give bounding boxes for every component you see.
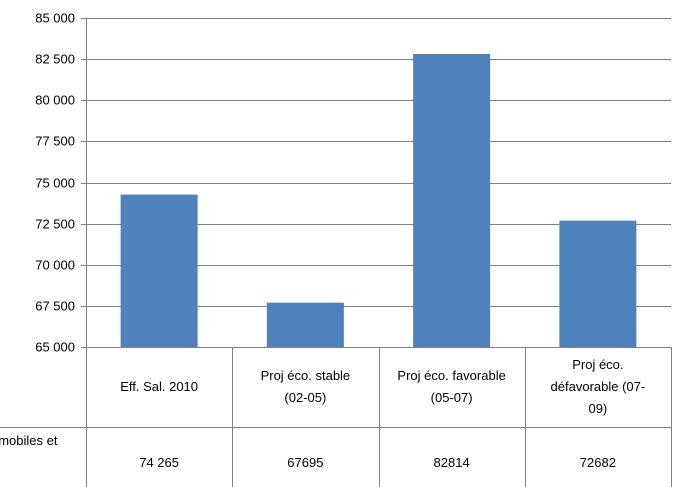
y-tick-label: 80 000 bbox=[35, 93, 75, 108]
y-tick-label: 85 000 bbox=[35, 11, 75, 26]
data-table: Eff. Sal. 2010 Proj éco. stable (02-05) Pro… bbox=[0, 347, 672, 487]
y-tick-label: 82 500 bbox=[35, 52, 75, 67]
y-tick-label: 70 000 bbox=[35, 258, 75, 273]
value-label: 82814 bbox=[434, 455, 470, 470]
bar bbox=[413, 53, 491, 347]
category-label: défavorable (07- bbox=[551, 379, 646, 394]
value-label: 67695 bbox=[287, 455, 323, 470]
y-tick-label: 72 500 bbox=[35, 217, 75, 232]
value-label: 74 265 bbox=[139, 455, 179, 470]
value-label: 72682 bbox=[580, 455, 616, 470]
bar bbox=[266, 302, 344, 347]
category-label: Eff. Sal. 2010 bbox=[120, 379, 198, 394]
y-tick-label: 65 000 bbox=[35, 340, 75, 355]
category-label: Proj éco. bbox=[572, 357, 623, 372]
y-tick-label: 67 500 bbox=[35, 299, 75, 314]
y-tick-label: 75 000 bbox=[35, 176, 75, 191]
category-label: 09) bbox=[588, 401, 607, 416]
y-tick-label: 77 500 bbox=[35, 134, 75, 149]
bars bbox=[120, 53, 637, 347]
category-label: Proj éco. stable bbox=[261, 368, 351, 383]
y-axis-ticks: 65 000 67 500 70 000 72 500 75 000 77 500 80 0… bbox=[35, 11, 75, 355]
category-label: Proj éco. favorable bbox=[397, 368, 505, 383]
data-table-row-label: omobiles et bbox=[0, 433, 58, 448]
bar bbox=[559, 220, 637, 347]
category-label: (05-07) bbox=[431, 390, 473, 405]
category-label: (02-05) bbox=[284, 390, 326, 405]
bar bbox=[120, 194, 198, 347]
